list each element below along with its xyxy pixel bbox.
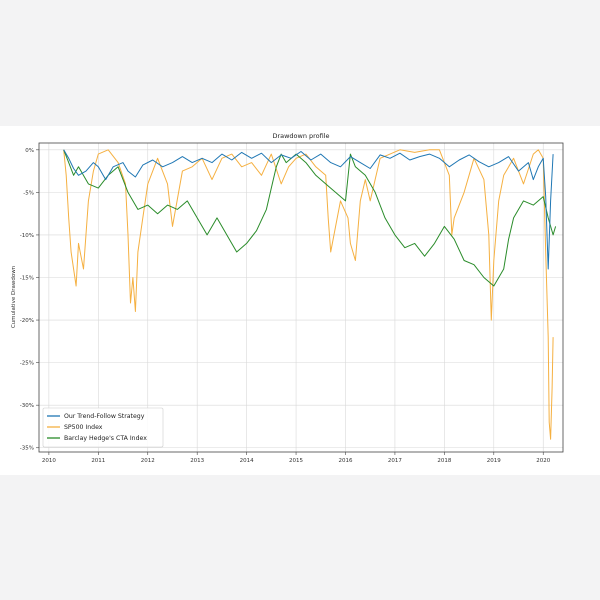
x-axis-ticks: 2010 2011 2012 2013 2014 2015 2016 2017 2018 2019… [42,452,551,464]
y-tick-label: -5% [23,190,34,196]
plot-area-frame [38,142,564,453]
drawdown-chart: Drawdown profile 0% -5% -10% -15% -20% -25% -3… [11,132,564,464]
y-axis-label: Cumulative Drawdown [11,265,17,328]
x-tick-label: 2015 [289,458,303,464]
x-tick-label: 2016 [338,458,352,464]
y-axis-ticks: 0% -5% -10% -15% -20% -25% -30% -35% [20,148,39,452]
legend-box [42,407,164,448]
series-line-cta [63,149,557,287]
y-tick-label: -15% [20,275,34,281]
series-lines [63,149,557,440]
x-tick-label: 2012 [141,458,155,464]
x-tick-label: 2013 [190,458,204,464]
legend-entry: Barclay Hedge's CTA Index [64,435,147,442]
y-tick-label: -35% [20,446,34,452]
legend-entry: Our Trend-Follow Strategy [64,413,145,420]
y-tick-label: -10% [20,233,34,239]
chart-title: Drawdown profile [272,132,329,140]
grid [39,143,563,452]
legend: Our Trend-Follow Strategy SP500 Index Barc… [42,407,164,448]
y-tick-label: -30% [20,403,34,409]
x-tick-label: 2018 [437,458,451,464]
y-tick-label: -25% [20,361,34,367]
legend-entry: SP500 Index [64,424,103,431]
y-tick-label: -20% [20,318,34,324]
x-tick-label: 2014 [240,458,254,464]
series-line-sp500 [63,149,554,440]
x-tick-label: 2011 [91,458,105,464]
y-tick-label: 0% [25,148,34,154]
chart-figure: Drawdown profile 0% -5% -10% -15% -20% -25% -3… [0,126,600,475]
series-line-strategy [63,149,554,270]
x-tick-label: 2020 [536,458,550,464]
x-tick-label: 2010 [42,458,56,464]
x-tick-label: 2019 [487,458,501,464]
x-tick-label: 2017 [388,458,402,464]
